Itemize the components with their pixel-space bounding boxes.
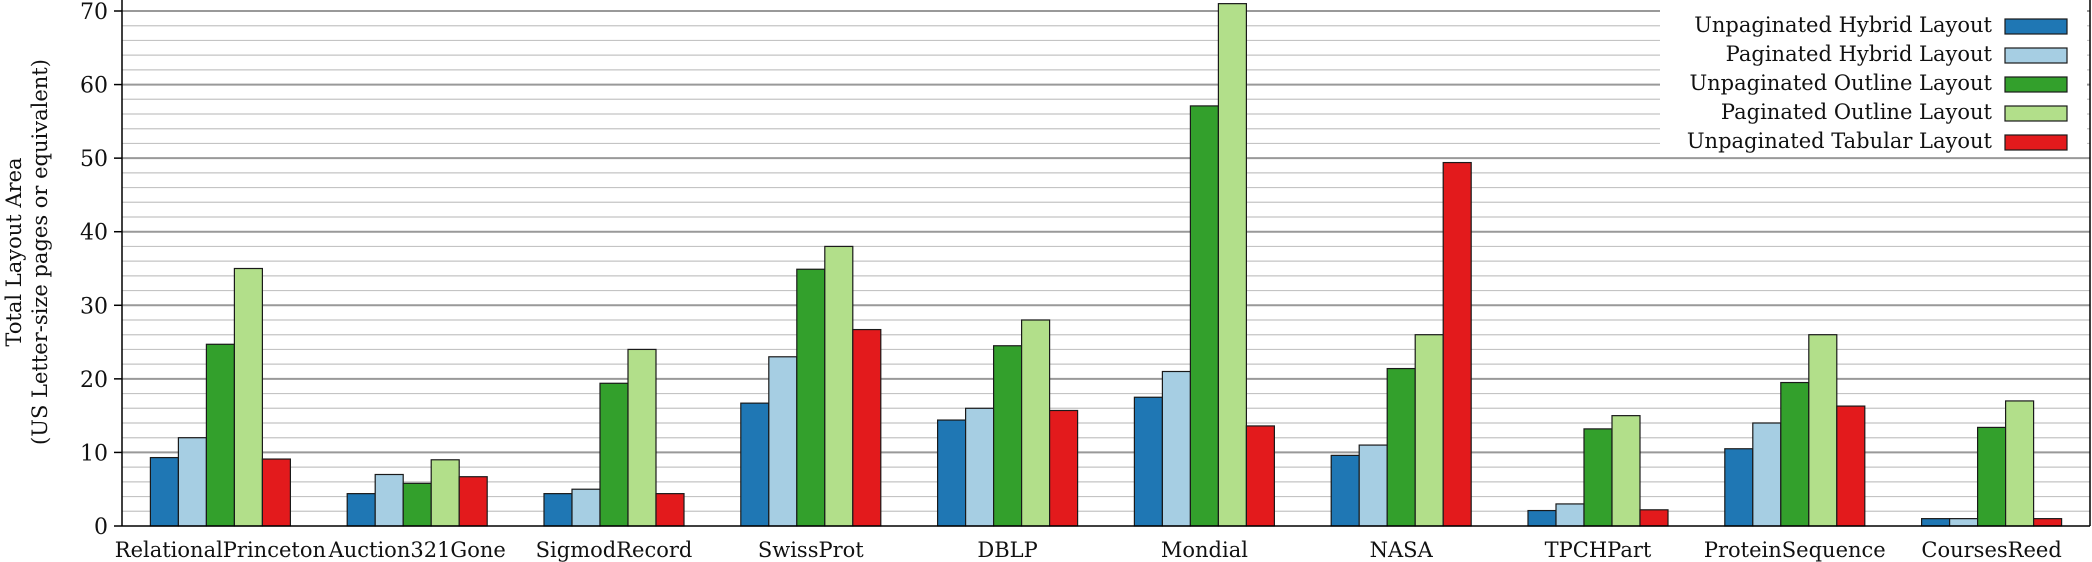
legend-label: Unpaginated Tabular Layout (1687, 129, 1993, 153)
y-tick-label: 50 (80, 147, 108, 172)
bar (1639, 509, 1669, 527)
bar (627, 348, 657, 527)
x-tick-label: CoursesReed (1921, 538, 2061, 562)
x-tick-label: RelationalPrinceton (115, 538, 326, 562)
bar (543, 493, 573, 527)
bar (740, 402, 770, 527)
bar (374, 473, 404, 527)
bar (2032, 518, 2063, 527)
legend-label: Unpaginated Hybrid Layout (1694, 13, 1992, 37)
bar (1808, 334, 1838, 527)
bar (1217, 3, 1248, 527)
bar (992, 345, 1023, 527)
legend-entry: Paginated Hybrid Layout (1726, 42, 2068, 66)
y-tick-label: 70 (80, 0, 108, 25)
legend-swatch (2004, 47, 2068, 64)
bar (768, 356, 798, 527)
series-2-bars (177, 356, 1979, 527)
bar (458, 476, 488, 527)
legend-entry: Paginated Outline Layout (1721, 100, 2068, 124)
bar (1976, 426, 2007, 527)
bar (1133, 396, 1164, 527)
x-tick-label: Mondial (1161, 538, 1248, 562)
bar (1189, 105, 1220, 527)
axes (114, 0, 2091, 527)
y-tick-label: 60 (80, 74, 108, 99)
bar (1555, 503, 1585, 527)
bar (1611, 415, 1641, 527)
bar (149, 456, 179, 527)
bar (205, 343, 235, 527)
legend-swatch (2004, 18, 2068, 35)
bar (655, 493, 685, 527)
bar (402, 482, 432, 527)
bar (1583, 428, 1613, 527)
bar (964, 407, 995, 527)
bar (2004, 400, 2035, 527)
bar (1442, 161, 1472, 527)
bar (261, 458, 291, 527)
bar (177, 437, 207, 527)
bar (571, 488, 601, 527)
bar (599, 382, 629, 527)
legend-swatch (2004, 105, 2068, 122)
y-tick-label: 20 (80, 368, 108, 393)
bar (936, 419, 967, 527)
bar (1386, 367, 1416, 527)
bar (1780, 381, 1810, 527)
x-tick-label: Auction321Gone (328, 538, 506, 562)
legend-entry: Unpaginated Tabular Layout (1687, 129, 2068, 153)
bar (852, 328, 882, 527)
series-3-bars (205, 105, 2007, 527)
bar (1161, 370, 1192, 527)
series-5-bars (261, 161, 2063, 527)
bar (796, 268, 826, 527)
x-tick-label: DBLP (977, 538, 1037, 562)
y-axis-label-line2: (US Letter-size pages or equivalent) (28, 59, 52, 445)
bar (1527, 509, 1557, 527)
y-tick-label: 10 (80, 441, 108, 466)
bar (1414, 334, 1444, 527)
y-tick-label: 40 (80, 221, 108, 246)
legend: Unpaginated Hybrid Layout Paginated Hybri… (1660, 6, 2087, 157)
legend-swatch (2004, 76, 2068, 93)
y-tick-label: 30 (80, 294, 108, 319)
x-tick-label: SigmodRecord (536, 538, 693, 562)
bar (233, 267, 263, 527)
bar (1948, 518, 1979, 527)
bar (1020, 319, 1051, 527)
y-tick-labels: 0 10 20 30 40 50 60 70 (80, 0, 108, 540)
bar (346, 493, 376, 527)
x-tick-label: ProteinSequence (1704, 538, 1886, 562)
legend-entry: Unpaginated Hybrid Layout (1694, 13, 2068, 37)
bars (149, 3, 2063, 527)
x-tick-label: TPCHPart (1545, 538, 1652, 562)
bar (1330, 454, 1360, 527)
x-tick-labels: RelationalPrinceton Auction321Gone SigmodR… (115, 538, 2062, 562)
y-axis-label-line1: Total Layout Area (2, 157, 26, 346)
x-tick-label: SwissProt (758, 538, 864, 562)
bar (1752, 422, 1782, 527)
legend-label: Paginated Hybrid Layout (1726, 42, 1993, 66)
legend-label: Unpaginated Outline Layout (1689, 71, 1992, 95)
bar (824, 245, 854, 527)
bar (1048, 409, 1079, 527)
bar (1836, 405, 1866, 527)
bar (1358, 444, 1388, 527)
bar (1920, 518, 1951, 527)
bar (1724, 448, 1754, 527)
y-tick-label: 0 (94, 515, 108, 540)
bar (1245, 425, 1276, 527)
legend-swatch (2004, 134, 2068, 151)
bar (430, 459, 460, 527)
x-tick-label: NASA (1370, 538, 1434, 562)
legend-label: Paginated Outline Layout (1721, 100, 1993, 124)
legend-entry: Unpaginated Outline Layout (1689, 71, 2068, 95)
